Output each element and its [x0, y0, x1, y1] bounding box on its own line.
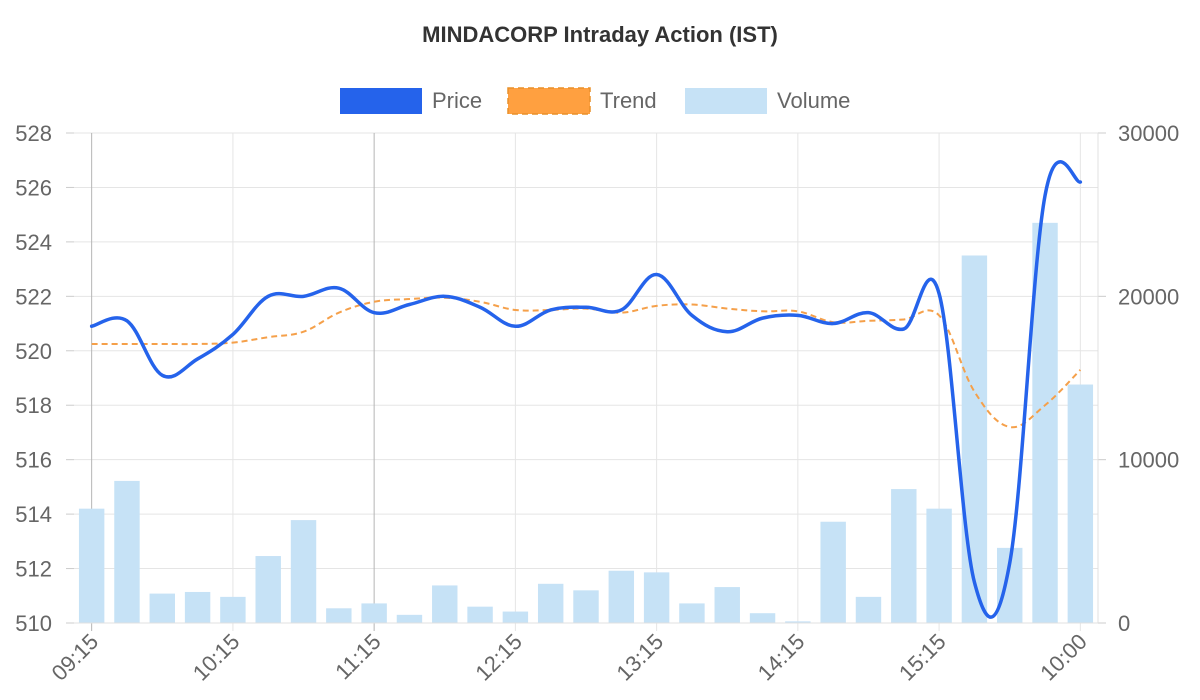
- x-tick-label: 11:15: [330, 629, 385, 684]
- legend-item-price[interactable]: Price: [340, 88, 482, 114]
- y-right-tick-label: 10000: [1118, 448, 1179, 473]
- y-left-tick-label: 514: [15, 502, 52, 527]
- volume-bar: [361, 603, 387, 623]
- volume-bar: [114, 480, 140, 623]
- y-left-tick-label: 520: [15, 339, 52, 364]
- volume-bar: [679, 603, 705, 623]
- y-left-tick-label: 510: [15, 611, 52, 636]
- volume-bars: [78, 222, 1094, 624]
- volume-bar: [643, 572, 670, 623]
- y-left-tick-label: 528: [15, 121, 52, 146]
- volume-bar: [1067, 384, 1094, 623]
- x-tick-label: 15:15: [894, 629, 951, 686]
- x-tick-label: 09:15: [47, 629, 104, 686]
- volume-bar: [184, 591, 211, 623]
- x-tick-label: 10:15: [188, 629, 245, 686]
- legend-label-price: Price: [432, 88, 482, 113]
- volume-bar: [820, 521, 846, 623]
- legend-item-volume[interactable]: Volume: [685, 88, 850, 114]
- legend-swatch-price: [340, 88, 422, 114]
- x-tick-label: 10:00: [1035, 629, 1092, 686]
- volume-bar: [714, 587, 740, 623]
- price-line: [89, 160, 1083, 619]
- legend-swatch-volume: [685, 88, 767, 114]
- volume-bar: [432, 585, 458, 623]
- volume-bar: [749, 613, 776, 623]
- y-left-tick-label: 512: [15, 557, 52, 582]
- volume-bar: [255, 556, 281, 623]
- legend-item-trend[interactable]: Trend: [507, 87, 657, 115]
- legend-swatch-trend: [507, 87, 591, 115]
- y-right-tick-label: 30000: [1118, 121, 1179, 146]
- y-left-tick-label: 526: [15, 175, 52, 200]
- chart-title: MINDACORP Intraday Action (IST): [422, 22, 778, 47]
- volume-bar: [1032, 222, 1058, 624]
- y-left-tick-label: 518: [15, 393, 52, 418]
- volume-bar: [396, 614, 423, 623]
- volume-bar: [573, 590, 599, 623]
- volume-bar: [961, 255, 988, 623]
- volume-bar: [290, 520, 317, 623]
- x-tick-label: 12:15: [470, 629, 527, 686]
- volume-bar: [326, 608, 352, 623]
- legend[interactable]: Price Trend Volume: [340, 87, 850, 115]
- x-tick-label: 13:15: [612, 629, 669, 686]
- volume-bar: [891, 489, 917, 623]
- volume-bar: [149, 593, 175, 623]
- volume-bar: [785, 621, 811, 623]
- y-left-tick-label: 516: [15, 448, 52, 473]
- volume-bar: [855, 596, 882, 623]
- y-left-tick-label: 524: [15, 230, 52, 255]
- y-right-tick-label: 0: [1118, 611, 1130, 636]
- volume-bar: [926, 508, 952, 623]
- volume-bar: [502, 611, 529, 623]
- y-left-tick-label: 522: [15, 284, 52, 309]
- legend-label-volume: Volume: [777, 88, 850, 113]
- volume-bar: [608, 570, 635, 623]
- volume-bar: [467, 606, 493, 623]
- y-right-tick-label: 20000: [1118, 284, 1179, 309]
- trend-line: [91, 296, 1082, 429]
- legend-label-trend: Trend: [600, 88, 657, 113]
- volume-bar: [220, 596, 246, 623]
- lines: [89, 160, 1083, 619]
- volume-bar: [537, 583, 564, 623]
- volume-bar: [78, 508, 105, 623]
- grid: [74, 132, 1098, 631]
- x-tick-label: 14:15: [753, 629, 810, 686]
